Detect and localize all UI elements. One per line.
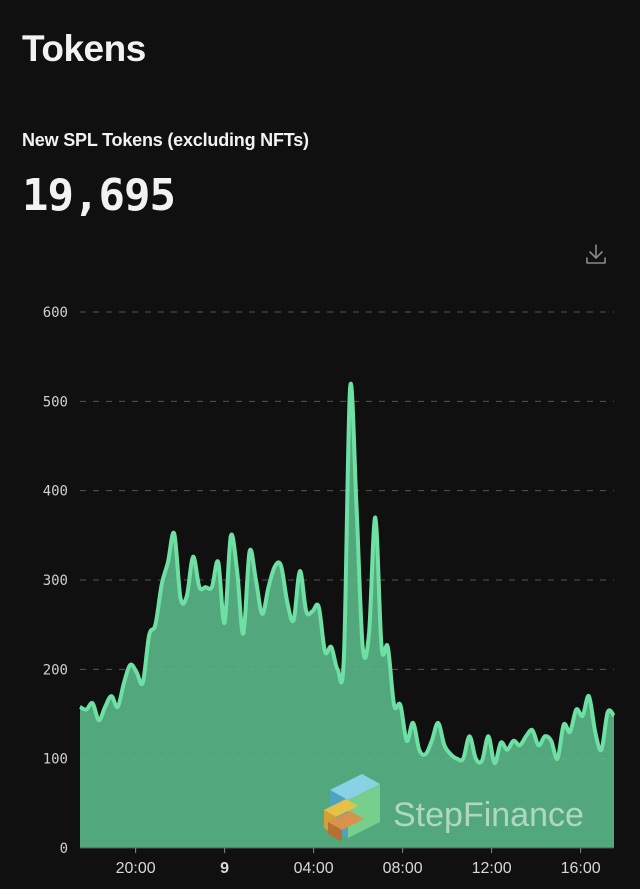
watermark-text: StepFinance [393,796,584,834]
y-tick-label: 200 [43,662,68,678]
y-tick-label: 300 [43,573,68,589]
stepfinance-logo-icon [324,774,380,842]
series-line [79,382,616,766]
x-axis: 20:00 9 04:00 08:00 12:00 16:00 [116,848,601,877]
stepfinance-watermark: StepFinance [324,774,584,842]
y-tick-label: 400 [43,484,68,500]
y-tick-label: 600 [43,305,68,321]
y-axis: 0 100 200 300 400 500 600 [43,305,68,857]
x-tick-label: 9 [220,860,229,877]
tokens-area-chart: 0 100 200 300 400 500 600 StepFinance 20:00 9 04… [43,305,616,877]
y-tick-label: 0 [60,841,68,857]
x-tick-label: 12:00 [472,860,512,877]
page-title: Tokens [22,28,146,69]
x-tick-label: 20:00 [116,860,156,877]
y-tick-label: 100 [43,752,68,768]
download-icon[interactable] [584,242,608,266]
x-tick-label: 08:00 [383,860,423,877]
x-tick-label: 04:00 [294,860,334,877]
y-tick-label: 500 [43,394,68,410]
x-tick-label: 16:00 [561,860,601,877]
metric-value: 19,695 [22,170,176,221]
metric-label: New SPL Tokens (excluding NFTs) [22,130,309,150]
plot-area [79,382,616,849]
